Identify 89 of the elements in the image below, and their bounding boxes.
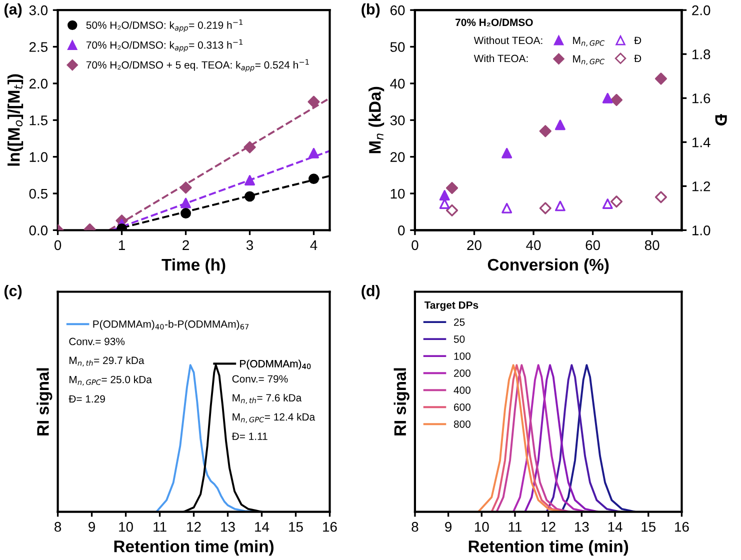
legend-label: 100 [454, 352, 470, 360]
y2-tick-label: 1.4 [692, 138, 710, 148]
x-tick-label: 14 [608, 522, 622, 532]
legend-label: M$_{n,GPC}$ [573, 36, 605, 47]
annotation: With TEOA: [474, 54, 528, 62]
legend-label: 50% H₂O/DMSO: k$_{app}$= 0.219 h$^{−1}$ [86, 19, 242, 32]
x-tick-label: 0 [412, 240, 418, 250]
y-tick-label: 10 [390, 188, 405, 199]
y2-tick-label: 1.0 [692, 225, 710, 236]
x-axis-title: Time (h) [162, 258, 226, 274]
y-axis-title: RI signal [36, 368, 52, 436]
annotation: M$_{n,th}$= 7.6 kDa [232, 394, 302, 404]
y-tick-label: 1.0 [30, 152, 48, 162]
x-tick-label: 2 [182, 240, 189, 250]
y-axis-title: ln([M$_{o}$]/[M$_{t}$]) [8, 74, 24, 166]
legend-label: 70% H₂O/DMSO: k$_{app}$= 0.313 h$^{−1}$ [86, 39, 242, 52]
chart-title: (b) [362, 3, 380, 18]
x-tick-label: 8 [54, 522, 62, 532]
x-tick-label: 3 [246, 240, 254, 250]
chart-title: (d) [362, 285, 380, 300]
x-tick-label: 12 [542, 522, 556, 532]
legend-label: 600 [454, 403, 470, 411]
annotation: M$_{n,GPC}$= 12.4 kDa [232, 412, 316, 424]
legend-label: 25 [454, 318, 465, 326]
x-axis-title: Retention time (min) [468, 540, 628, 556]
legend-label: 400 [454, 386, 470, 394]
y2-tick-label: 1.8 [692, 49, 710, 60]
y2-tick-label: 2.0 [692, 5, 710, 16]
x-tick-label: 4 [310, 240, 318, 250]
legend-label: 70% H₂O/DMSO + 5 eq. TEOA: k$_{app}$= 0.524 h$^{−1}$ [86, 59, 309, 72]
y-axis-title: RI signal [394, 368, 410, 436]
x-tick-label: 13 [221, 522, 235, 532]
y-tick-label: 0.5 [29, 188, 48, 199]
x-tick-label: 10 [119, 522, 133, 532]
legend-label: Đ [634, 36, 642, 44]
x-tick-label: 15 [642, 522, 656, 532]
y-tick-label: 2.5 [29, 42, 48, 52]
annotation: M$_{n,GPC}$= 25.0 kDa [70, 376, 152, 386]
x-tick-label: 12 [187, 522, 201, 532]
y-tick-label: 30 [390, 115, 405, 126]
x-tick-label: 10 [474, 522, 489, 532]
text: Conv.= 93% [69, 338, 125, 346]
x-tick-label: 80 [644, 240, 660, 250]
x-tick-label: 9 [88, 522, 95, 532]
x-axis-title: Conversion (%) [488, 258, 609, 274]
x-tick-label: 60 [586, 240, 600, 250]
annotation: Without TEOA: [474, 36, 542, 44]
legend-label: 200 [454, 369, 470, 377]
y-tick-label: 0.0 [29, 225, 48, 236]
x-tick-label: 9 [445, 522, 452, 532]
annotation: Đ= 1.11 [232, 432, 268, 440]
x-tick-label: 40 [526, 240, 541, 250]
x-tick-label: 8 [412, 522, 418, 532]
y-tick-label: 40 [390, 78, 405, 89]
legend-title: 70% H₂O/DMSO [456, 18, 533, 26]
annotation: Conv.= 79% [232, 375, 288, 383]
y-tick-label: 50 [390, 42, 405, 52]
x-tick-label: 1 [118, 240, 125, 250]
y-tick-label: 2.0 [29, 78, 48, 89]
chart-title: (c) [4, 285, 22, 300]
x-tick-label: 11 [508, 522, 522, 532]
y-tick-label: 20 [390, 152, 405, 162]
x-tick-label: 16 [323, 522, 337, 532]
legend-title: Target DPs [424, 302, 478, 311]
legend-label: 800 [454, 420, 470, 428]
x-tick-label: 14 [255, 522, 270, 532]
chart-title: (a) [4, 3, 22, 18]
legend-label: P(ODMMAm)$_{40}$-b-P(ODMMAm)$_{67}$ [93, 320, 249, 330]
y-axis-title: M$_{n}$ (kDa) [368, 86, 384, 154]
legend-label: M$_{n,GPC}$ [573, 55, 605, 66]
annotation: Đ= 1.29 [68, 395, 105, 403]
annotation: M$_{n,th}$= 29.7 kDa [70, 356, 144, 367]
x-tick-label: 20 [467, 240, 482, 250]
x-tick-label: 16 [675, 522, 689, 532]
x-tick-label: 0 [54, 240, 62, 250]
legend-label: Đ [634, 54, 642, 62]
y2-tick-label: 1.6 [692, 93, 710, 104]
y2-axis-title: Đ [715, 114, 727, 126]
x-axis-title: Retention time (min) [114, 540, 274, 556]
y-tick-label: 1.5 [30, 116, 48, 126]
y-tick-label: 3.0 [29, 5, 48, 16]
x-tick-label: 13 [575, 522, 589, 532]
y-tick-label: 60 [390, 5, 405, 16]
x-tick-label: 15 [289, 522, 303, 532]
legend-label: 50 [454, 335, 465, 343]
y2-tick-label: 1.2 [692, 181, 710, 192]
legend-label: P(ODMMAm)$_{40}$ [240, 360, 311, 370]
y-tick-label: 0 [398, 225, 405, 236]
x-tick-label: 11 [154, 522, 166, 532]
